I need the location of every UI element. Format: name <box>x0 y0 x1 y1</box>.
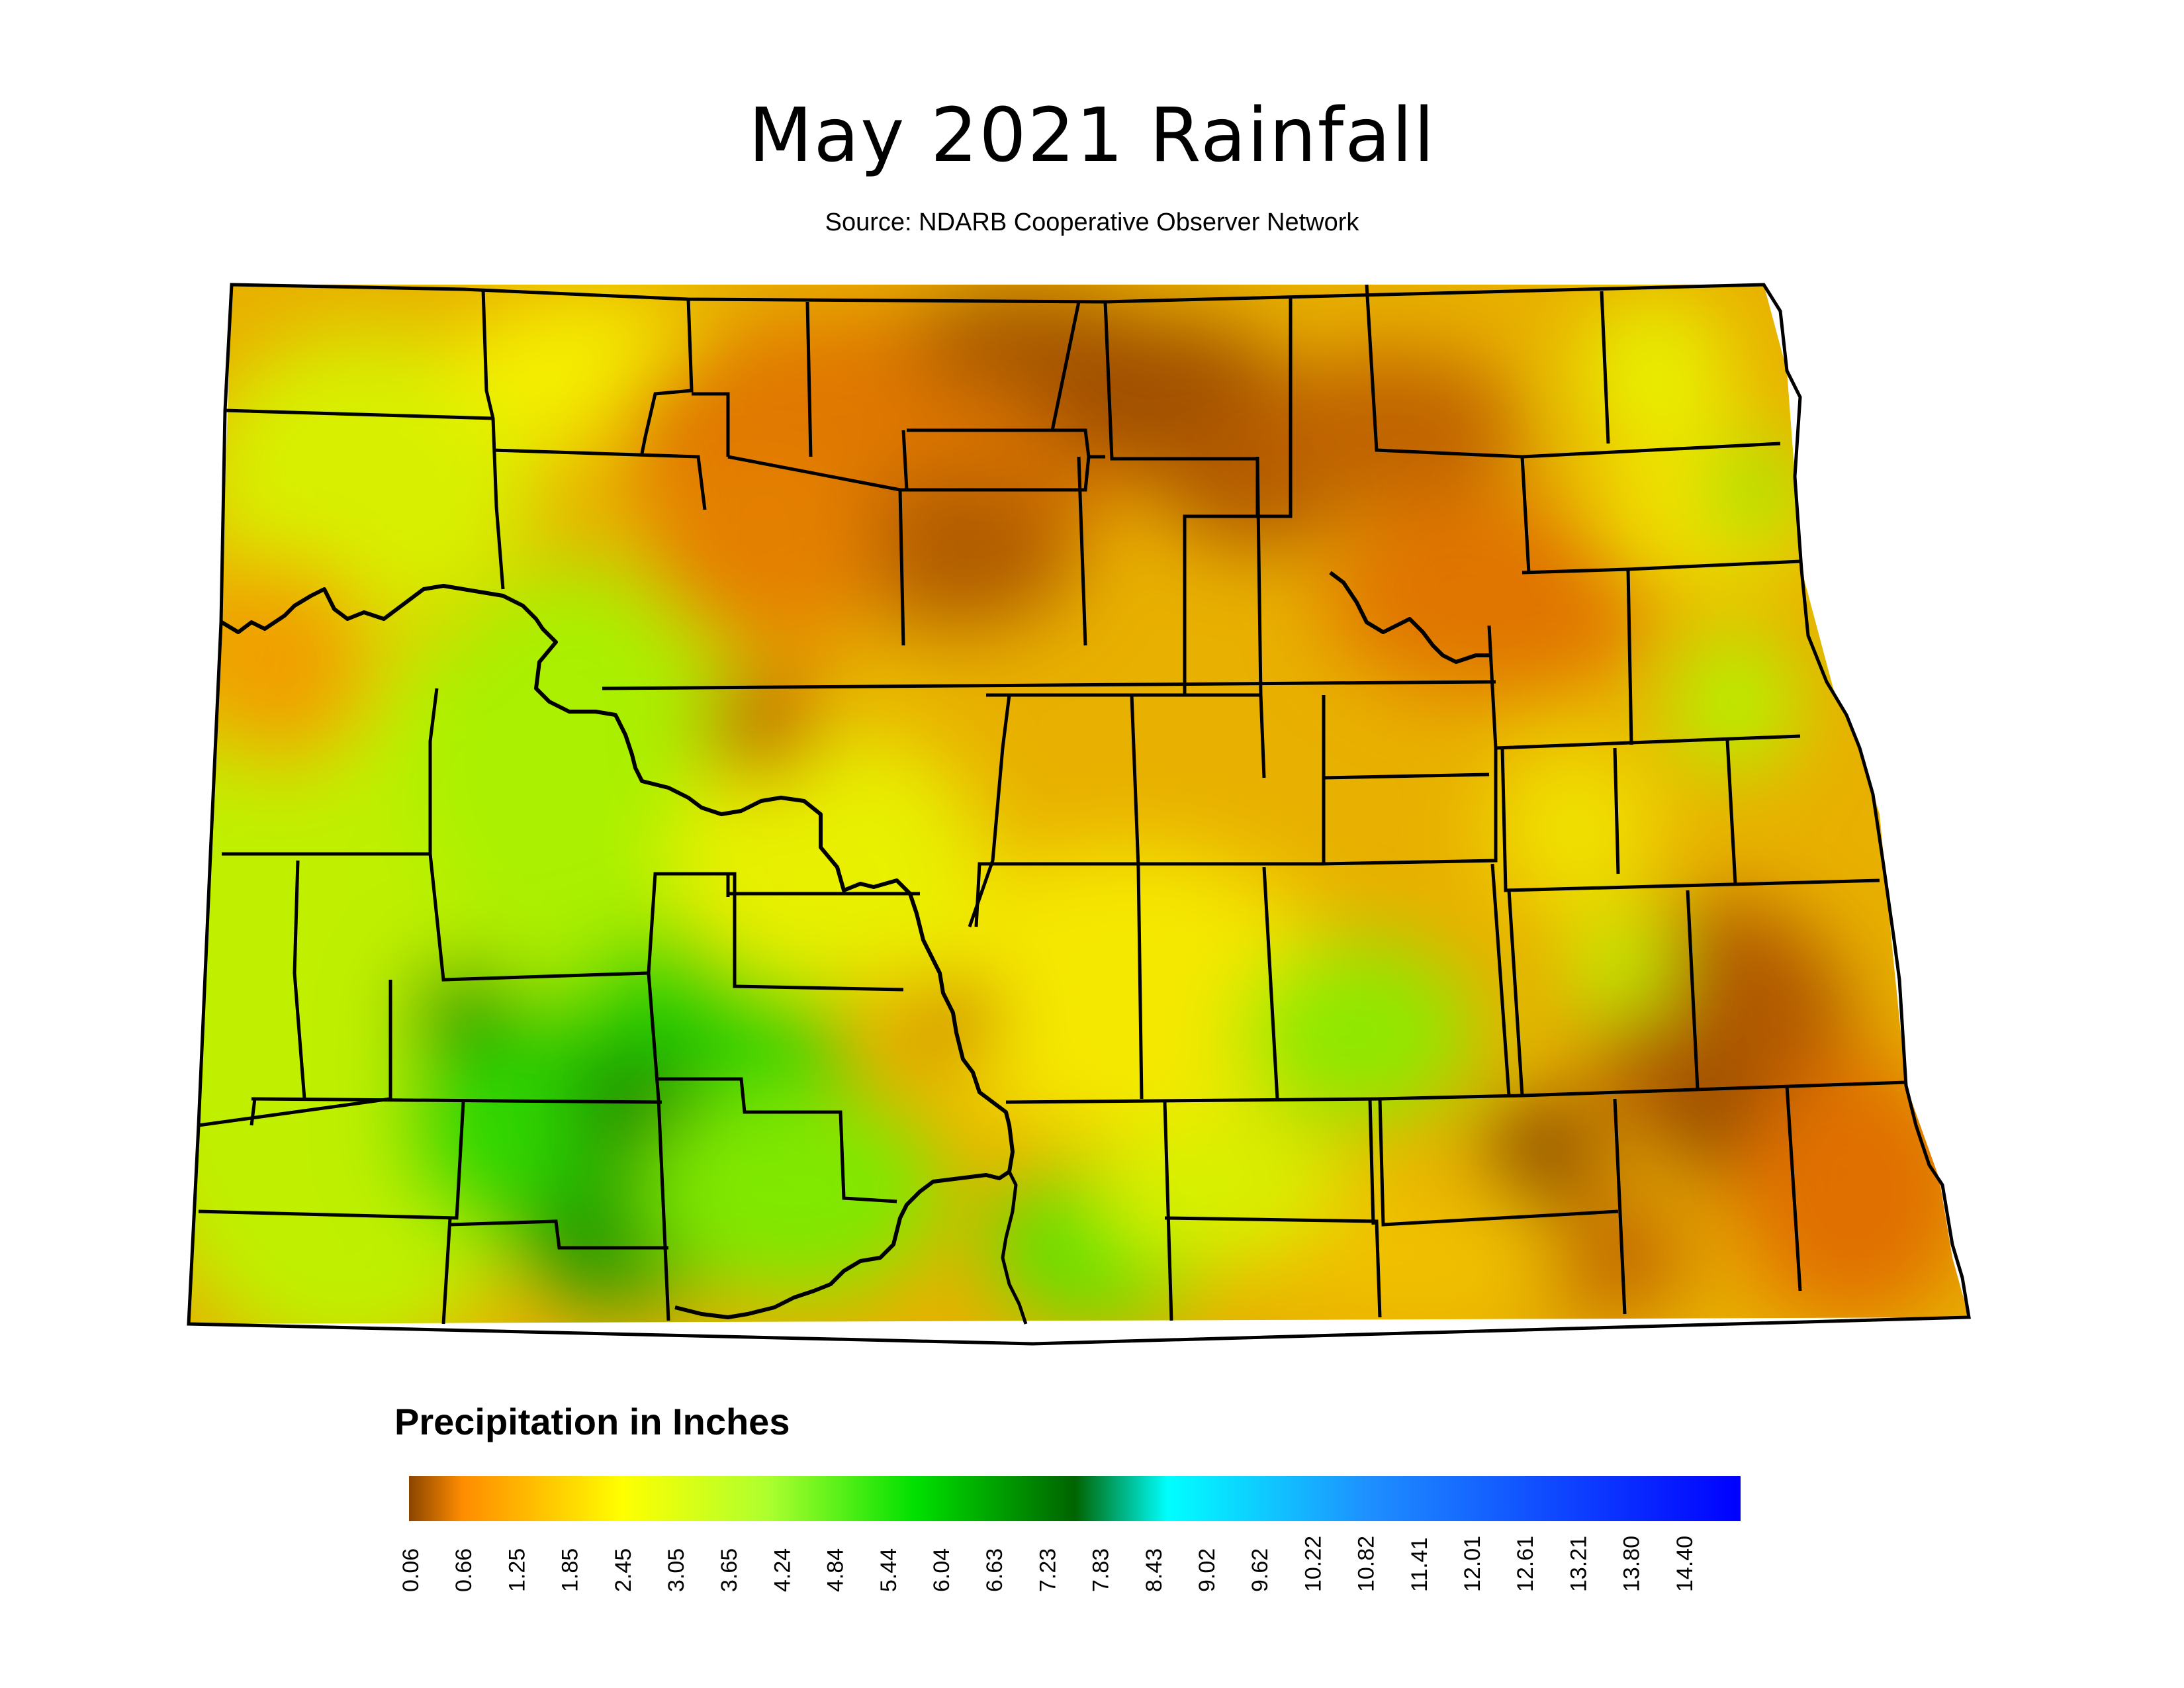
legend-tick-label: 2.45 <box>611 1548 636 1592</box>
legend-tick-label: 13.21 <box>1566 1536 1591 1592</box>
legend-tick-label: 1.85 <box>558 1548 583 1592</box>
legend-title: Precipitation in Inches <box>394 1401 790 1442</box>
legend-tick-label: 3.05 <box>664 1548 689 1592</box>
legend-tick-label: 0.06 <box>398 1548 424 1592</box>
legend-tick-label: 4.24 <box>770 1548 795 1592</box>
legend-tick-label: 7.83 <box>1089 1548 1114 1592</box>
rainfall-surface <box>189 285 1969 1324</box>
legend-tick-label: 11.41 <box>1407 1537 1432 1592</box>
legend-tick-label: 0.66 <box>451 1548 477 1592</box>
county-boundaries <box>198 284 1907 1325</box>
legend-tick-label: 8.43 <box>1142 1548 1167 1592</box>
legend-tick-label: 4.84 <box>823 1548 848 1592</box>
legend-tick-label: 6.04 <box>929 1548 954 1592</box>
red-river-tributary <box>1001 1170 1028 1325</box>
legend-tick-label: 6.63 <box>982 1548 1007 1592</box>
legend-tick-label: 13.80 <box>1619 1536 1645 1592</box>
legend-tick-label: 12.01 <box>1460 1536 1485 1592</box>
map-source: Source: NDARB Cooperative Observer Netwo… <box>825 209 1359 236</box>
legend-tick-label: 5.44 <box>876 1548 901 1592</box>
legend-tick-label: 1.25 <box>504 1548 529 1592</box>
missouri-river <box>220 584 1015 1319</box>
legend-tick-label: 7.23 <box>1035 1548 1060 1592</box>
legend-gradient <box>409 1476 1741 1521</box>
state-outline <box>187 283 1971 1346</box>
map-title: May 2021 Rainfall <box>748 93 1436 179</box>
legend-tick-label: 3.65 <box>717 1548 742 1592</box>
legend-tick-label: 9.62 <box>1248 1548 1273 1592</box>
legend-ticks: 0.06 0.66 1.25 1.85 2.45 3.05 3.65 4.24 4.84 5.44… <box>398 1536 1698 1592</box>
legend-tick-label: 14.40 <box>1672 1536 1698 1592</box>
legend-tick-label: 12.61 <box>1513 1536 1538 1592</box>
legend-tick-label: 10.82 <box>1354 1536 1379 1592</box>
legend-tick-label: 10.22 <box>1300 1536 1326 1592</box>
souris-river <box>1329 571 1489 664</box>
legend-tick-label: 9.02 <box>1195 1548 1220 1592</box>
